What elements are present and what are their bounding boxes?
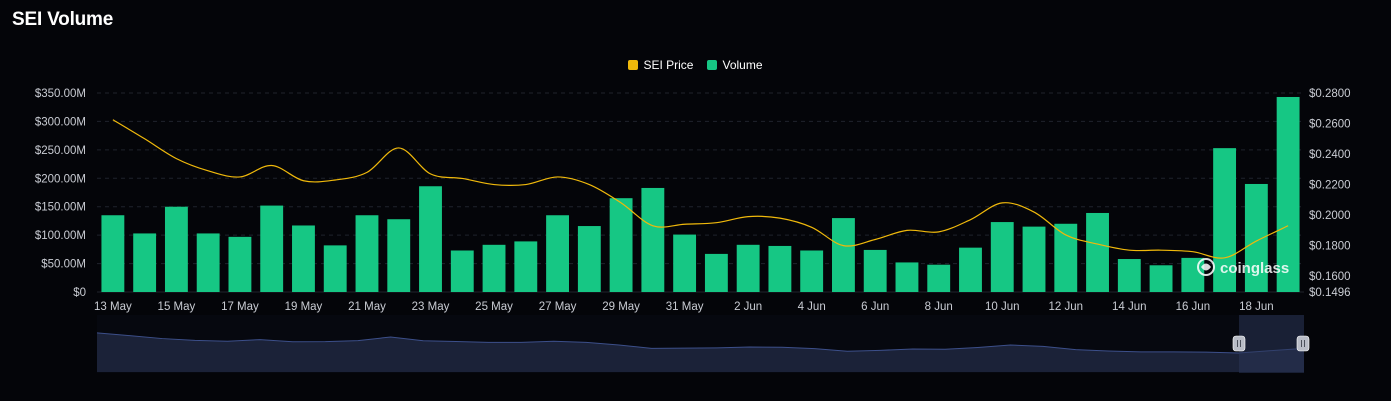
coinglass-watermark: coinglass [1197,258,1289,277]
legend-swatch-volume [707,60,718,70]
volume-bar [577,226,601,292]
y-left-tick-label: $350.00M [35,88,86,100]
x-tick-label: 4 Jun [798,301,826,313]
volume-bar [895,262,919,292]
y-left-tick-label: $50.00M [41,259,86,271]
zoom-slider[interactable] [96,315,1310,373]
x-tick-label: 16 Jun [1176,301,1211,313]
volume-bar [323,245,347,292]
zoom-overview-area [97,332,1304,372]
page-title: SEI Volume [12,9,114,30]
y-left-tick-label: $250.00M [35,145,86,157]
y-left-tick-label: $300.00M [35,116,86,128]
volume-bar [228,236,252,292]
volume-bar [546,215,570,292]
chart-legend: SEI Price Volume [0,58,1391,72]
volume-bar [959,247,982,292]
volume-bar [1276,96,1300,292]
volume-bar [196,233,220,292]
x-tick-label: 6 Jun [861,301,889,313]
volume-bar [260,205,284,292]
x-tick-label: 25 May [475,301,513,313]
y-left-tick-label: $0 [73,287,86,299]
coinglass-logo-icon [1197,258,1215,276]
volume-bar [609,198,633,292]
zoom-selected-window[interactable] [1239,315,1304,373]
volume-bar [704,253,728,292]
x-tick-label: 21 May [348,301,386,313]
legend-label-volume: Volume [722,58,763,72]
zoom-overview-line [96,332,1305,354]
y-right-tick-label: $0.2000 [1309,210,1351,222]
volume-bar [1086,212,1109,292]
volume-bar [800,250,824,292]
right-y-axis: $0.1496 $0.1600 $0.1800 $0.2000 $0.2200 $0.24… [1309,88,1351,299]
left-y-axis: $0 $50.00M $100.00M $150.00M $200.00M $250.00… [35,88,86,299]
legend-label-sei-price: SEI Price [643,58,694,72]
x-tick-label: 17 May [221,301,259,313]
volume-bar [292,225,315,292]
volume-bar [1022,226,1046,292]
y-right-tick-label: $0.1800 [1309,241,1351,253]
volume-bar [768,245,792,292]
volume-bar [641,187,665,292]
volume-bar [1181,257,1205,292]
y-right-tick-label: $0.2800 [1309,88,1351,100]
volume-bar [1117,259,1141,292]
volume-bar [863,249,887,292]
x-tick-label: 18 Jun [1239,301,1274,313]
volume-bar [927,264,951,292]
volume-bar [1244,183,1268,292]
watermark-text: coinglass [1220,260,1289,277]
y-left-tick-label: $150.00M [35,202,86,214]
legend-swatch-sei-price [628,60,639,70]
x-tick-label: 23 May [412,301,450,313]
volume-bar [387,219,411,292]
x-tick-label: 13 May [94,301,132,313]
y-right-tick-label: $0.1496 [1309,287,1351,299]
volume-bar [101,215,125,292]
volume-bars [101,96,1300,292]
legend-item-sei-price[interactable]: SEI Price [628,58,693,72]
volume-bar [482,244,506,292]
volume-bar [419,186,442,292]
volume-bar [355,215,379,292]
volume-bar [990,222,1014,292]
volume-bar [133,233,157,292]
y-right-tick-label: $0.2600 [1309,119,1351,131]
x-tick-label: 29 May [602,301,640,313]
x-tick-label: 14 Jun [1112,301,1147,313]
y-left-tick-label: $200.00M [35,173,86,185]
x-tick-label: 12 Jun [1049,301,1084,313]
y-left-tick-label: $100.00M [35,230,86,242]
x-axis: 13 May 15 May 17 May 19 May 21 May 23 May 25 M… [94,301,1274,313]
volume-bar [450,250,474,292]
x-tick-label: 27 May [539,301,577,313]
x-tick-label: 31 May [666,301,704,313]
x-tick-label: 15 May [158,301,196,313]
volume-bar [514,241,538,292]
x-tick-label: 10 Jun [985,301,1020,313]
volume-bar [164,206,188,292]
volume-bar [831,218,855,292]
price-line-group [112,119,1289,259]
legend-item-volume[interactable]: Volume [707,58,763,72]
x-tick-label: 19 May [285,301,323,313]
zoom-handle-left[interactable] [1232,335,1246,352]
y-right-tick-label: $0.1600 [1309,271,1351,283]
sei-price-line [112,119,1289,259]
volume-bar [673,234,697,292]
y-right-tick-label: $0.2200 [1309,180,1351,192]
y-right-tick-label: $0.2400 [1309,149,1351,161]
volume-bar [736,244,760,292]
volume-bar [1054,223,1078,292]
x-tick-label: 8 Jun [925,301,953,313]
zoom-handle-right[interactable] [1296,335,1310,352]
volume-bar [1149,265,1173,292]
x-tick-label: 2 Jun [734,301,762,313]
